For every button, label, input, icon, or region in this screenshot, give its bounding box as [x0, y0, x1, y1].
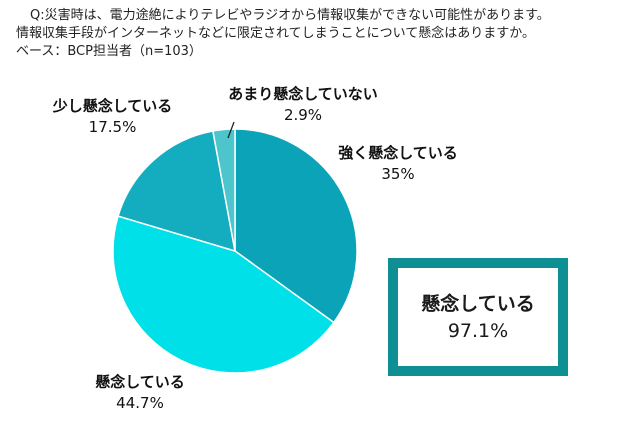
slice-label-not-concerned: あまり懸念していない 2.9%: [198, 84, 408, 126]
slice-label-not-concerned-text: あまり懸念していない: [228, 85, 378, 103]
question-text: Q:災害時は、電力途絶によりテレビやラジオから情報収集ができない可能性があります…: [16, 7, 550, 61]
pie-slice-slightly-concerned: [117, 130, 236, 253]
slice-label-strongly-concerned: 強く懸念している 35%: [323, 143, 473, 185]
total-concerned-callout: 懸念している 97.1%: [388, 258, 568, 376]
slice-label-concerned-value: 44.7%: [116, 394, 164, 412]
question-base: ベース：BCP担当者（n=103）: [16, 44, 202, 59]
pie-slice-not-concerned: [212, 128, 236, 252]
slice-label-strongly-concerned-text: 強く懸念している: [338, 144, 458, 162]
slice-label-concerned: 懸念している 44.7%: [40, 372, 240, 414]
leader-line-not-concerned: [227, 121, 235, 139]
slice-label-slightly-concerned-text: 少し懸念している: [52, 97, 173, 115]
slice-label-not-concerned-value: 2.9%: [283, 106, 323, 124]
callout-value: 97.1%: [447, 320, 509, 342]
slice-label-slightly-concerned: 少し懸念している 17.5%: [0, 96, 225, 138]
slice-label-concerned-text: 懸念している: [95, 373, 185, 391]
question-line-2: 情報収集手段がインターネットなどに限定されてしまうことについて懸念はありますか。: [16, 26, 535, 41]
pie-slice-concerned: [112, 215, 335, 374]
pie-slice-strongly-concerned: [234, 128, 358, 324]
slice-label-strongly-concerned-value: 35%: [381, 165, 415, 183]
question-line-1: Q:災害時は、電力途絶によりテレビやラジオから情報収集ができない可能性があります…: [30, 8, 550, 23]
slice-label-slightly-concerned-value: 17.5%: [88, 118, 137, 136]
callout-label: 懸念している: [421, 293, 535, 315]
